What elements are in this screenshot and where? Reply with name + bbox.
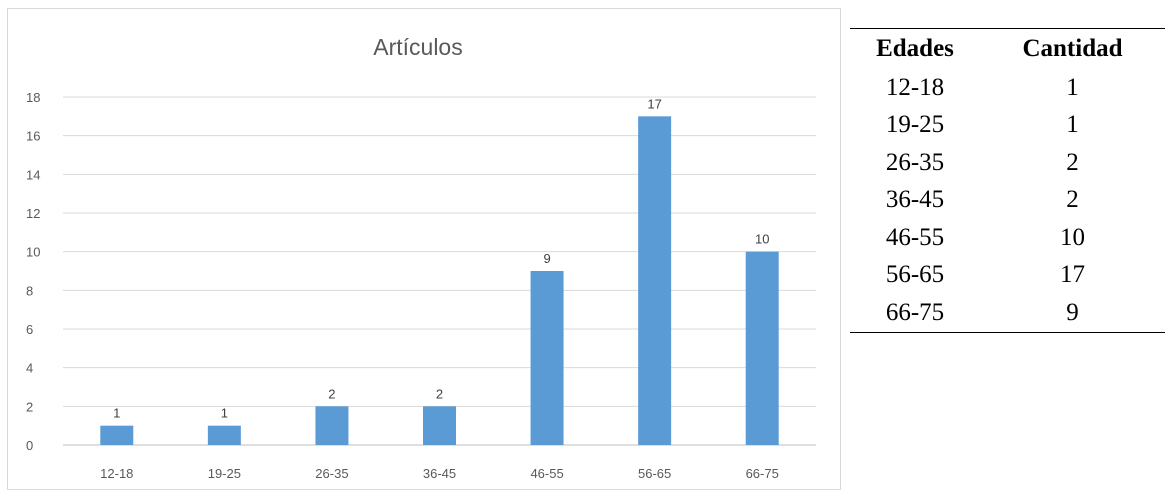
cell-count: 2 (1066, 148, 1079, 176)
age-count-table-wrap: Edades Cantidad 12-18 1 19-25 1 26-35 2 … (850, 28, 1165, 333)
data-label: 2 (328, 386, 335, 401)
cell-count: 9 (1066, 298, 1079, 326)
x-tick-label: 36-45 (423, 466, 456, 481)
cell-age: 46-55 (885, 223, 945, 251)
bar (100, 425, 134, 445)
y-tick-label: 6 (26, 322, 33, 337)
x-tick-label: 46-55 (530, 466, 563, 481)
cell-count: 1 (1066, 73, 1079, 101)
header-cantidad: Cantidad (1022, 35, 1123, 62)
bar (745, 251, 779, 445)
x-tick-label: 19-25 (208, 466, 241, 481)
y-tick-label: 18 (26, 90, 40, 105)
table-row: 19-25 1 (850, 107, 1165, 145)
chart-plot: 0 2 4 6 8 10 12 14 16 18 1 12-18 1 19-25 2 26-35 2 36-45 9… (26, 90, 816, 481)
cell-age: 56-65 (885, 261, 945, 289)
cell-count: 1 (1066, 111, 1079, 139)
y-tick-label: 14 (26, 167, 40, 182)
table-row: 46-55 10 (850, 219, 1165, 257)
cell-count: 10 (1060, 223, 1085, 251)
y-tick-label: 0 (26, 438, 33, 453)
age-count-table: Edades Cantidad 12-18 1 19-25 1 26-35 2 … (850, 28, 1165, 333)
table-row: 12-18 1 (850, 69, 1165, 107)
bar (530, 271, 564, 445)
x-tick-label: 12-18 (100, 466, 133, 481)
data-label: 10 (755, 232, 769, 247)
bar (207, 425, 241, 445)
data-label: 9 (543, 251, 550, 266)
cell-age: 12-18 (885, 73, 945, 101)
header-edades: Edades (876, 35, 954, 62)
data-label: 2 (436, 386, 443, 401)
table-row: 56-65 17 (850, 257, 1165, 295)
y-tick-label: 8 (26, 283, 33, 298)
x-tick-label: 26-35 (315, 466, 348, 481)
bar-chart: Artículos 0 2 4 6 8 10 12 14 16 18 1 12-18 1 19-25 2 26… (7, 8, 841, 490)
table-row: 66-75 9 (850, 294, 1165, 332)
cell-count: 17 (1060, 261, 1085, 289)
cell-age: 36-45 (885, 186, 945, 214)
chart-title: Artículos (373, 34, 463, 60)
cell-age: 66-75 (885, 298, 945, 326)
y-tick-label: 10 (26, 245, 40, 260)
y-tick-label: 2 (26, 399, 33, 414)
bar (423, 406, 456, 445)
data-label: 1 (221, 406, 228, 421)
bar (315, 406, 349, 445)
bar (638, 116, 672, 445)
y-tick-label: 12 (26, 206, 40, 221)
table-row: 26-35 2 (850, 144, 1165, 182)
cell-age: 19-25 (885, 111, 945, 139)
cell-count: 2 (1066, 186, 1079, 214)
y-tick-label: 16 (26, 129, 40, 144)
table-row: 36-45 2 (850, 182, 1165, 220)
data-label: 17 (647, 96, 661, 111)
cell-age: 26-35 (885, 148, 945, 176)
table-header-row: Edades Cantidad (850, 28, 1165, 70)
x-tick-label: 66-75 (746, 466, 779, 481)
data-label: 1 (113, 406, 120, 421)
y-tick-label: 4 (26, 361, 33, 376)
x-tick-label: 56-65 (638, 466, 671, 481)
